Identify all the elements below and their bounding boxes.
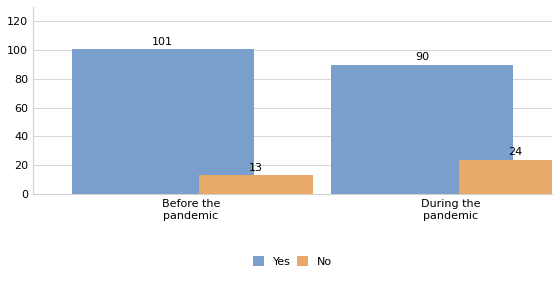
Bar: [199, 175, 313, 194]
Bar: [331, 65, 513, 194]
Text: 13: 13: [249, 163, 263, 173]
Text: 24: 24: [509, 147, 523, 157]
Text: 90: 90: [415, 52, 429, 62]
Legend: Yes, No: Yes, No: [248, 252, 337, 271]
Bar: [72, 49, 254, 194]
Text: 101: 101: [152, 37, 173, 47]
Bar: [458, 160, 559, 194]
